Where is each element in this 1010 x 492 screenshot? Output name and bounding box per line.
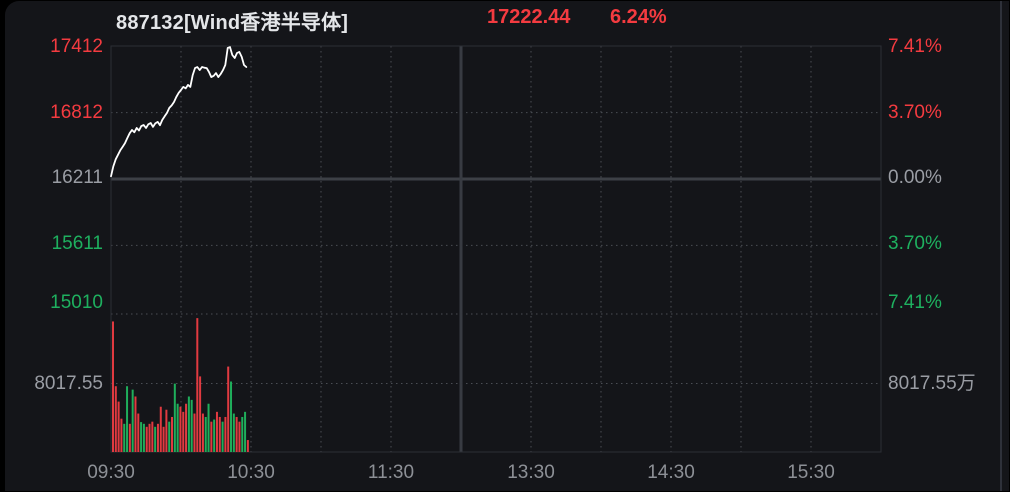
volume-bar (114, 386, 117, 452)
volume-bar (173, 383, 176, 452)
volume-bar (230, 381, 233, 452)
change-percent-value: 6.24% (610, 6, 667, 28)
volume-bar (193, 413, 196, 452)
volume-bar (199, 376, 202, 452)
volume-bar (131, 389, 134, 452)
volume-bar (142, 423, 145, 452)
volume-bar (210, 421, 213, 452)
volume-bar (148, 423, 151, 452)
volume-bar (171, 416, 174, 452)
volume-bar (120, 418, 123, 452)
volume-bar (227, 366, 230, 452)
volume-bar (201, 413, 204, 452)
intraday-chart[interactable] (5, 1, 1009, 491)
volume-bar (137, 413, 140, 452)
volume-bar (215, 411, 218, 452)
volume-bar (207, 403, 210, 452)
volume-bar (232, 413, 235, 452)
price-tick-label: 16211 (51, 167, 103, 188)
time-label: 15:30 (787, 462, 835, 483)
volume-bar (168, 421, 171, 452)
time-label: 09:30 (87, 462, 135, 483)
volume-bar (190, 399, 193, 452)
price-tick-label: 15010 (50, 292, 103, 313)
volume-bar (128, 423, 131, 452)
volume-bar (218, 416, 221, 452)
pane-frame (110, 45, 882, 453)
chart-panel: 887132[Wind香港半导体] 17222.44 6.24% 17412 16… (5, 1, 1009, 491)
percent-tick-label: 3.70% (888, 102, 942, 123)
symbol-title: 887132[Wind香港半导体] (116, 12, 349, 34)
percent-tick-label: 3.70% (888, 233, 942, 254)
volume-bar (238, 421, 241, 452)
price-line (110, 46, 248, 178)
volume-bar (221, 421, 224, 452)
volume-bar (204, 416, 207, 452)
volume-bar (185, 403, 188, 452)
volume-bar (151, 421, 154, 452)
volume-bar (235, 416, 238, 452)
volume-axis-label: 8017.55 (34, 373, 103, 394)
volume-bar (176, 403, 179, 452)
volume-bars (112, 318, 249, 452)
volume-bar (182, 411, 185, 452)
time-label: 10:30 (227, 462, 275, 483)
volume-bar (213, 419, 216, 452)
volume-bar (126, 386, 129, 452)
volume-axis-label-right: 8017.55万 (888, 373, 976, 394)
time-label: 14:30 (647, 462, 695, 483)
percent-tick-label: 7.41% (888, 36, 942, 57)
volume-bar (154, 426, 157, 452)
volume-bar (156, 423, 159, 452)
volume-bar (196, 318, 199, 452)
volume-bar (145, 426, 148, 452)
volume-bar (246, 440, 249, 452)
volume-bar (159, 406, 162, 452)
volume-bar (117, 401, 120, 452)
volume-bar (179, 406, 182, 452)
volume-bar (134, 396, 137, 452)
percent-tick-label: 0.00% (888, 167, 942, 188)
price-tick-label: 16812 (50, 102, 103, 123)
volume-bar (224, 416, 227, 452)
percent-tick-label: 7.41% (888, 292, 942, 313)
volume-bar (123, 423, 126, 452)
volume-bar (162, 426, 165, 452)
price-tick-label: 15611 (51, 233, 103, 254)
volume-bar (140, 422, 143, 452)
volume-bar (187, 396, 190, 452)
volume-bar (241, 416, 244, 452)
window-right-border (1000, 1, 1002, 491)
time-label: 13:30 (507, 462, 555, 483)
time-label: 11:30 (367, 462, 415, 483)
price-tick-label: 17412 (50, 36, 103, 57)
volume-bar (244, 411, 247, 452)
volume-bar (112, 321, 114, 452)
volume-bar (165, 409, 168, 452)
last-price-value: 17222.44 (487, 6, 571, 28)
